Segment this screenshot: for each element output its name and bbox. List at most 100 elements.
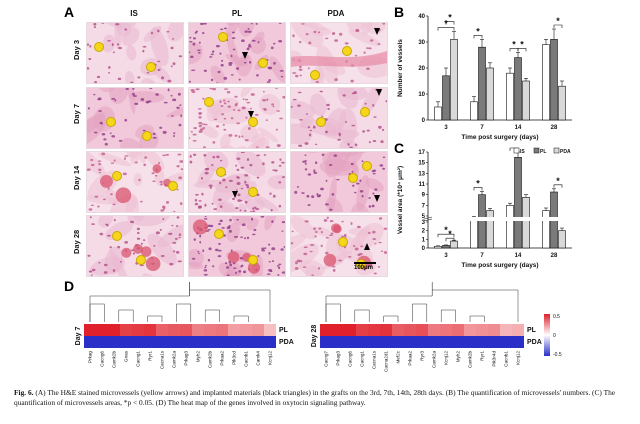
panel-a-label: A [64, 4, 75, 20]
heatmap-cell [404, 336, 416, 348]
x-tick-label: 14 [515, 253, 522, 259]
microvessel-arrow [94, 42, 104, 52]
significance-star: * [448, 229, 452, 239]
dendrogram-branch [325, 303, 341, 322]
heatmap-cell [476, 336, 488, 348]
row-header-day28: Day 28 [72, 229, 81, 254]
heatmap-cell [464, 336, 476, 348]
gene-label: Cacnb1 [504, 351, 509, 367]
day28-heatmap-label: Day 28 [311, 325, 318, 348]
microvessel-arrow [360, 107, 370, 117]
microvessel-arrow [218, 32, 228, 42]
heatmap-cell [332, 336, 344, 348]
microvessel-arrow [136, 255, 146, 265]
legend-swatch [533, 147, 540, 154]
heatmap-cell [416, 336, 428, 348]
bar [506, 72, 514, 121]
heatmap-cell [168, 324, 180, 336]
gene-label: Camk2b [468, 351, 473, 369]
gene-label: Cacng7 [324, 351, 329, 367]
scale-bar: 100μm [354, 262, 376, 271]
heatmap-cell [204, 324, 216, 336]
heatmap-cell [428, 336, 440, 348]
microvessel-arrow [316, 117, 326, 127]
legend-swatch [513, 147, 520, 154]
gene-label: Prkag [88, 351, 93, 363]
axis-break-mark [423, 218, 433, 222]
row-header-day7: Day 7 [72, 103, 81, 124]
heatmap-cell [404, 324, 416, 336]
significance-star: * [476, 178, 480, 188]
gene-label: Camk2b [112, 351, 117, 369]
x-tick-label: 3 [444, 125, 448, 131]
heatmap-cell [144, 324, 156, 336]
color-scale-label: 0.5 [553, 314, 560, 320]
gene-heatmap: Prkag Cacng6 Camk2b Gnas Cacng1 Ryr1 Cacna1s Ca… [75, 282, 562, 372]
gene-label: Kcnj12 [516, 351, 521, 365]
gene-label: Cacng1 [136, 351, 141, 367]
significance-bracket [445, 237, 455, 242]
heatmap-cell [120, 336, 132, 348]
microvessel-arrow [356, 259, 366, 269]
heatmap-cell [240, 324, 252, 336]
microvessel-arrow [204, 97, 214, 107]
gene-label: Camk2b [208, 351, 213, 369]
color-scale-label: -0.5 [553, 352, 562, 358]
dendrogram-branch [383, 315, 399, 322]
heatmap-cell [108, 324, 120, 336]
figure-caption: Fig. 6. (A) The H&E stained microvessels… [14, 388, 626, 407]
y-tick-label: 1 [422, 237, 426, 243]
legend-label: PL [540, 149, 546, 155]
histology-image [86, 22, 184, 84]
gene-label: Gnas [124, 350, 129, 362]
bar [542, 44, 550, 121]
panel-b-label: B [394, 4, 405, 20]
heatmap-cell [132, 336, 144, 348]
day7-heatmap-label: Day 7 [75, 327, 82, 346]
histology-image [86, 215, 184, 277]
row-header-day3: Day 3 [72, 39, 81, 60]
dendrogram-branch [176, 303, 192, 322]
microvessel-arrow [106, 117, 116, 127]
heatmap-cell [252, 324, 264, 336]
y-tick-label: 40 [418, 14, 425, 20]
gene-label: Kcnj12 [444, 351, 449, 365]
histology-image [188, 22, 286, 84]
significance-star: * [512, 39, 516, 49]
gene-label: Prkag3 [336, 351, 341, 366]
dendrogram-branch [147, 315, 163, 322]
bar [442, 75, 450, 121]
x-tick-label: 3 [444, 253, 448, 259]
microvessel-arrow [258, 58, 268, 68]
significance-star: * [444, 225, 448, 235]
microvessel-arrow [146, 62, 156, 72]
gene-label: Ryr1 [148, 351, 153, 361]
gene-label: Cacng6 [348, 351, 353, 367]
significance-bracket [437, 233, 455, 238]
significance-bracket [445, 21, 455, 25]
heatmap-cell [264, 324, 276, 336]
heatmap-cell [356, 324, 368, 336]
microvessel-arrow [248, 117, 258, 127]
significance-bracket [473, 187, 483, 191]
bar [558, 85, 566, 121]
bar [486, 210, 494, 249]
y-tick-label: 2 [422, 229, 426, 235]
microvessel-arrow [338, 237, 348, 247]
significance-bracket [553, 184, 563, 188]
microvessel-arrow [216, 167, 226, 177]
dendrogram-branch [118, 309, 134, 322]
gene-label: Myh2 [196, 351, 201, 363]
scale-bar-label: 100μm [354, 264, 374, 271]
bar [434, 106, 442, 121]
microvessel-arrow [112, 171, 122, 181]
dendrogram-branch [412, 303, 428, 322]
heatmap-cell [428, 324, 440, 336]
material-triangle [376, 89, 382, 96]
histology-image [188, 215, 286, 277]
y-tick-label: 11 [419, 182, 426, 188]
gene-label: Cacna1s [160, 350, 165, 369]
y-tick-label: 0 [422, 118, 426, 124]
gene-label: Cacng6 [100, 351, 105, 367]
